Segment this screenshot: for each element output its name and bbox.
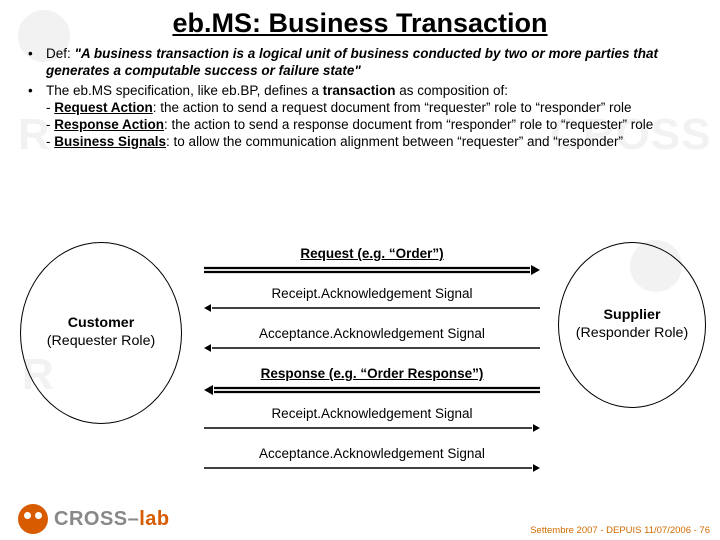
flow-arrow-0	[202, 264, 542, 276]
flow-arrow-2	[202, 344, 542, 352]
logo-text-orange: lab	[139, 508, 169, 530]
flow-label-4: Receipt.Acknowledgement Signal	[212, 406, 532, 421]
flow-label-3: Response (e.g. “Order Response”)	[212, 366, 532, 381]
transaction-diagram: Customer (Requester Role) Supplier (Resp…	[0, 242, 720, 502]
supplier-node: Supplier (Responder Role)	[558, 242, 706, 408]
flow-label-5: Acceptance.Acknowledgement Signal	[212, 446, 532, 461]
customer-node: Customer (Requester Role)	[20, 242, 182, 424]
bullet-def-quote: "A business transaction is a logical uni…	[46, 46, 658, 78]
bullet-def-prefix: Def:	[46, 46, 75, 61]
supplier-title: Supplier	[603, 307, 660, 323]
logo-text-gray: CROSS	[54, 508, 128, 530]
flow-arrow-3	[202, 384, 542, 396]
slide-title: eb.MS: Business Transaction	[0, 0, 720, 39]
flow-arrow-5	[202, 464, 542, 472]
bullet-def: Def: "A business transaction is a logica…	[46, 45, 690, 80]
logo-text: CROSS–lab	[54, 508, 170, 531]
crosslab-logo: CROSS–lab	[18, 504, 170, 534]
bullet-spec: The eb.MS specification, like eb.BP, def…	[46, 82, 690, 151]
bullets-block: Def: "A business transaction is a logica…	[0, 39, 720, 151]
flow-arrow-1	[202, 304, 542, 312]
supplier-sub: (Responder Role)	[576, 325, 688, 341]
footer-text: Settembre 2007 - DEPUIS 11/07/2006 - 76	[530, 525, 710, 536]
flow-label-1: Receipt.Acknowledgement Signal	[212, 286, 532, 301]
logo-icon	[18, 504, 48, 534]
logo-text-sep: –	[128, 508, 140, 530]
flow-arrow-4	[202, 424, 542, 432]
flow-label-2: Acceptance.Acknowledgement Signal	[212, 326, 532, 341]
customer-title: Customer	[68, 315, 135, 331]
flow-label-0: Request (e.g. “Order”)	[212, 246, 532, 261]
customer-sub: (Requester Role)	[47, 333, 156, 349]
